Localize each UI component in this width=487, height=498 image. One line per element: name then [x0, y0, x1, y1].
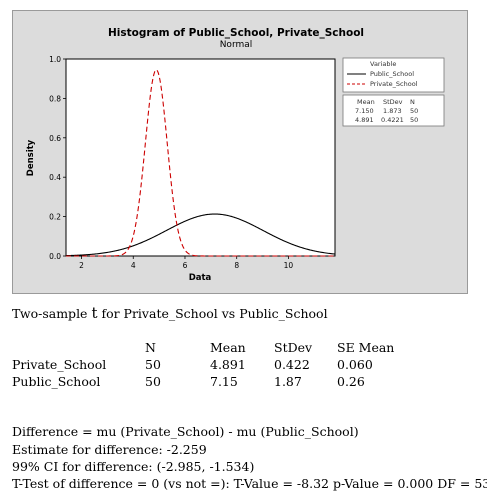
row-public-mean: 7.15	[210, 374, 238, 389]
stats-private-n: 50	[410, 116, 418, 124]
stats-header-n: N	[410, 98, 415, 106]
row-label-public: Public_School	[12, 374, 101, 389]
stats-private-mean: 4.891	[355, 116, 374, 124]
legend-entry-private: Private_School	[370, 80, 418, 88]
x-tick-label: 6	[183, 261, 188, 270]
difference-line: Difference = mu (Private_School) - mu (P…	[12, 424, 359, 439]
col-header-stdev: StDev	[274, 340, 313, 355]
y-tick-label: 0.8	[49, 94, 61, 103]
stats-private-stdev: 0.4221	[381, 116, 404, 124]
heading-t: t	[91, 304, 98, 322]
ttest-line: T-Test of difference = 0 (vs not =): T-V…	[12, 476, 487, 491]
y-tick-label: 0.0	[49, 252, 61, 261]
y-tick-label: 1.0	[49, 55, 61, 64]
col-header-se-mean: SE Mean	[337, 340, 395, 355]
stats-public-mean: 7.150	[355, 107, 374, 115]
stats-box	[342, 94, 445, 127]
row-public-se: 0.26	[337, 374, 365, 389]
stats-header-stdev: StDev	[383, 98, 403, 106]
heading-suffix: for Private_School vs Public_School	[97, 306, 328, 321]
heading-prefix: Two-sample	[12, 306, 92, 321]
x-tick-label: 10	[284, 261, 294, 270]
y-tick-label: 0.6	[49, 134, 61, 143]
stats-public-stdev: 1.873	[383, 107, 402, 115]
series-curve-private-school	[66, 69, 335, 257]
chart-panel: Histogram of Public_School, Private_Scho…	[12, 10, 468, 294]
ci-line: 99% CI for difference: (-2.985, -1.534)	[12, 459, 255, 474]
y-tick-label: 0.4	[49, 173, 61, 182]
x-axis-label: Data	[189, 273, 212, 283]
row-private-se: 0.060	[337, 357, 373, 372]
row-private-stdev: 0.422	[274, 357, 310, 372]
row-public-n: 50	[145, 374, 161, 389]
plot-area	[65, 58, 336, 257]
series-curve-public-school	[65, 213, 336, 257]
stats-header-mean: Mean	[357, 98, 375, 106]
x-tick-label: 8	[234, 261, 239, 270]
y-tick-label: 0.2	[49, 213, 61, 222]
y-axis-label: Density	[26, 139, 36, 176]
row-public-stdev: 1.87	[274, 374, 302, 389]
row-private-n: 50	[145, 357, 161, 372]
output-heading: Two-sample t for Private_School vs Publi…	[12, 304, 328, 322]
density-chart: Histogram of Public_School, Private_Scho…	[26, 27, 445, 283]
col-header-n: N	[145, 340, 156, 355]
x-tick-label: 4	[131, 261, 136, 270]
legend-box	[342, 57, 445, 93]
chart-title: Histogram of Public_School, Private_Scho…	[108, 27, 364, 39]
stats-public-n: 50	[410, 107, 418, 115]
x-tick-label: 2	[79, 261, 84, 270]
row-label-private: Private_School	[12, 357, 107, 372]
legend-entry-public: Public_School	[370, 70, 414, 78]
col-header-mean: Mean	[210, 340, 246, 355]
chart-subtitle: Normal	[220, 40, 253, 50]
legend-title: Variable	[370, 60, 396, 68]
estimate-line: Estimate for difference: -2.259	[12, 442, 207, 457]
legend: Variable Public_School Private_School Me…	[342, 57, 445, 127]
row-private-mean: 4.891	[210, 357, 246, 372]
